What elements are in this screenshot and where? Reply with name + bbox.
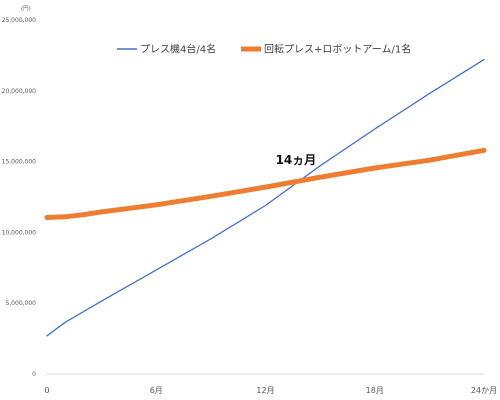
x-tick-label: 18月 xyxy=(366,386,384,395)
y-tick-label: 10,000,000 xyxy=(2,229,37,236)
legend-label-2: 回転プレス+ロボットアーム/1名 xyxy=(264,43,411,56)
x-tick-label: 0 xyxy=(44,386,49,395)
y-axis-ticks: 0 5,000,000 10,000,000 15,000,000 20,000,000… xyxy=(2,17,37,378)
x-tick-label: 6月 xyxy=(150,386,163,395)
legend-label-1: プレス機4台/4名 xyxy=(140,43,216,56)
series-lines xyxy=(44,58,487,337)
y-axis-unit-label: (円) xyxy=(21,5,31,12)
breakeven-annotation: 14ヵ月 xyxy=(276,153,317,167)
legend: プレス機4台/4名 回転プレス+ロボットアーム/1名 xyxy=(117,43,411,56)
y-tick-label: 25,000,000 xyxy=(2,17,37,24)
annotations: 14ヵ月 xyxy=(276,153,317,167)
series-line-2 xyxy=(44,147,487,220)
y-tick-label: 5,000,000 xyxy=(5,300,36,307)
y-tick-label: 20,000,000 xyxy=(2,88,37,95)
y-tick-label: 0 xyxy=(32,371,36,378)
series-line-1 xyxy=(46,58,485,337)
x-tick-label: 12月 xyxy=(256,386,274,395)
x-tick-label: 24か月 xyxy=(471,386,497,395)
x-axis-ticks: 0 6月 12月 18月 24か月 xyxy=(44,386,497,395)
y-tick-label: 15,000,000 xyxy=(2,159,37,166)
